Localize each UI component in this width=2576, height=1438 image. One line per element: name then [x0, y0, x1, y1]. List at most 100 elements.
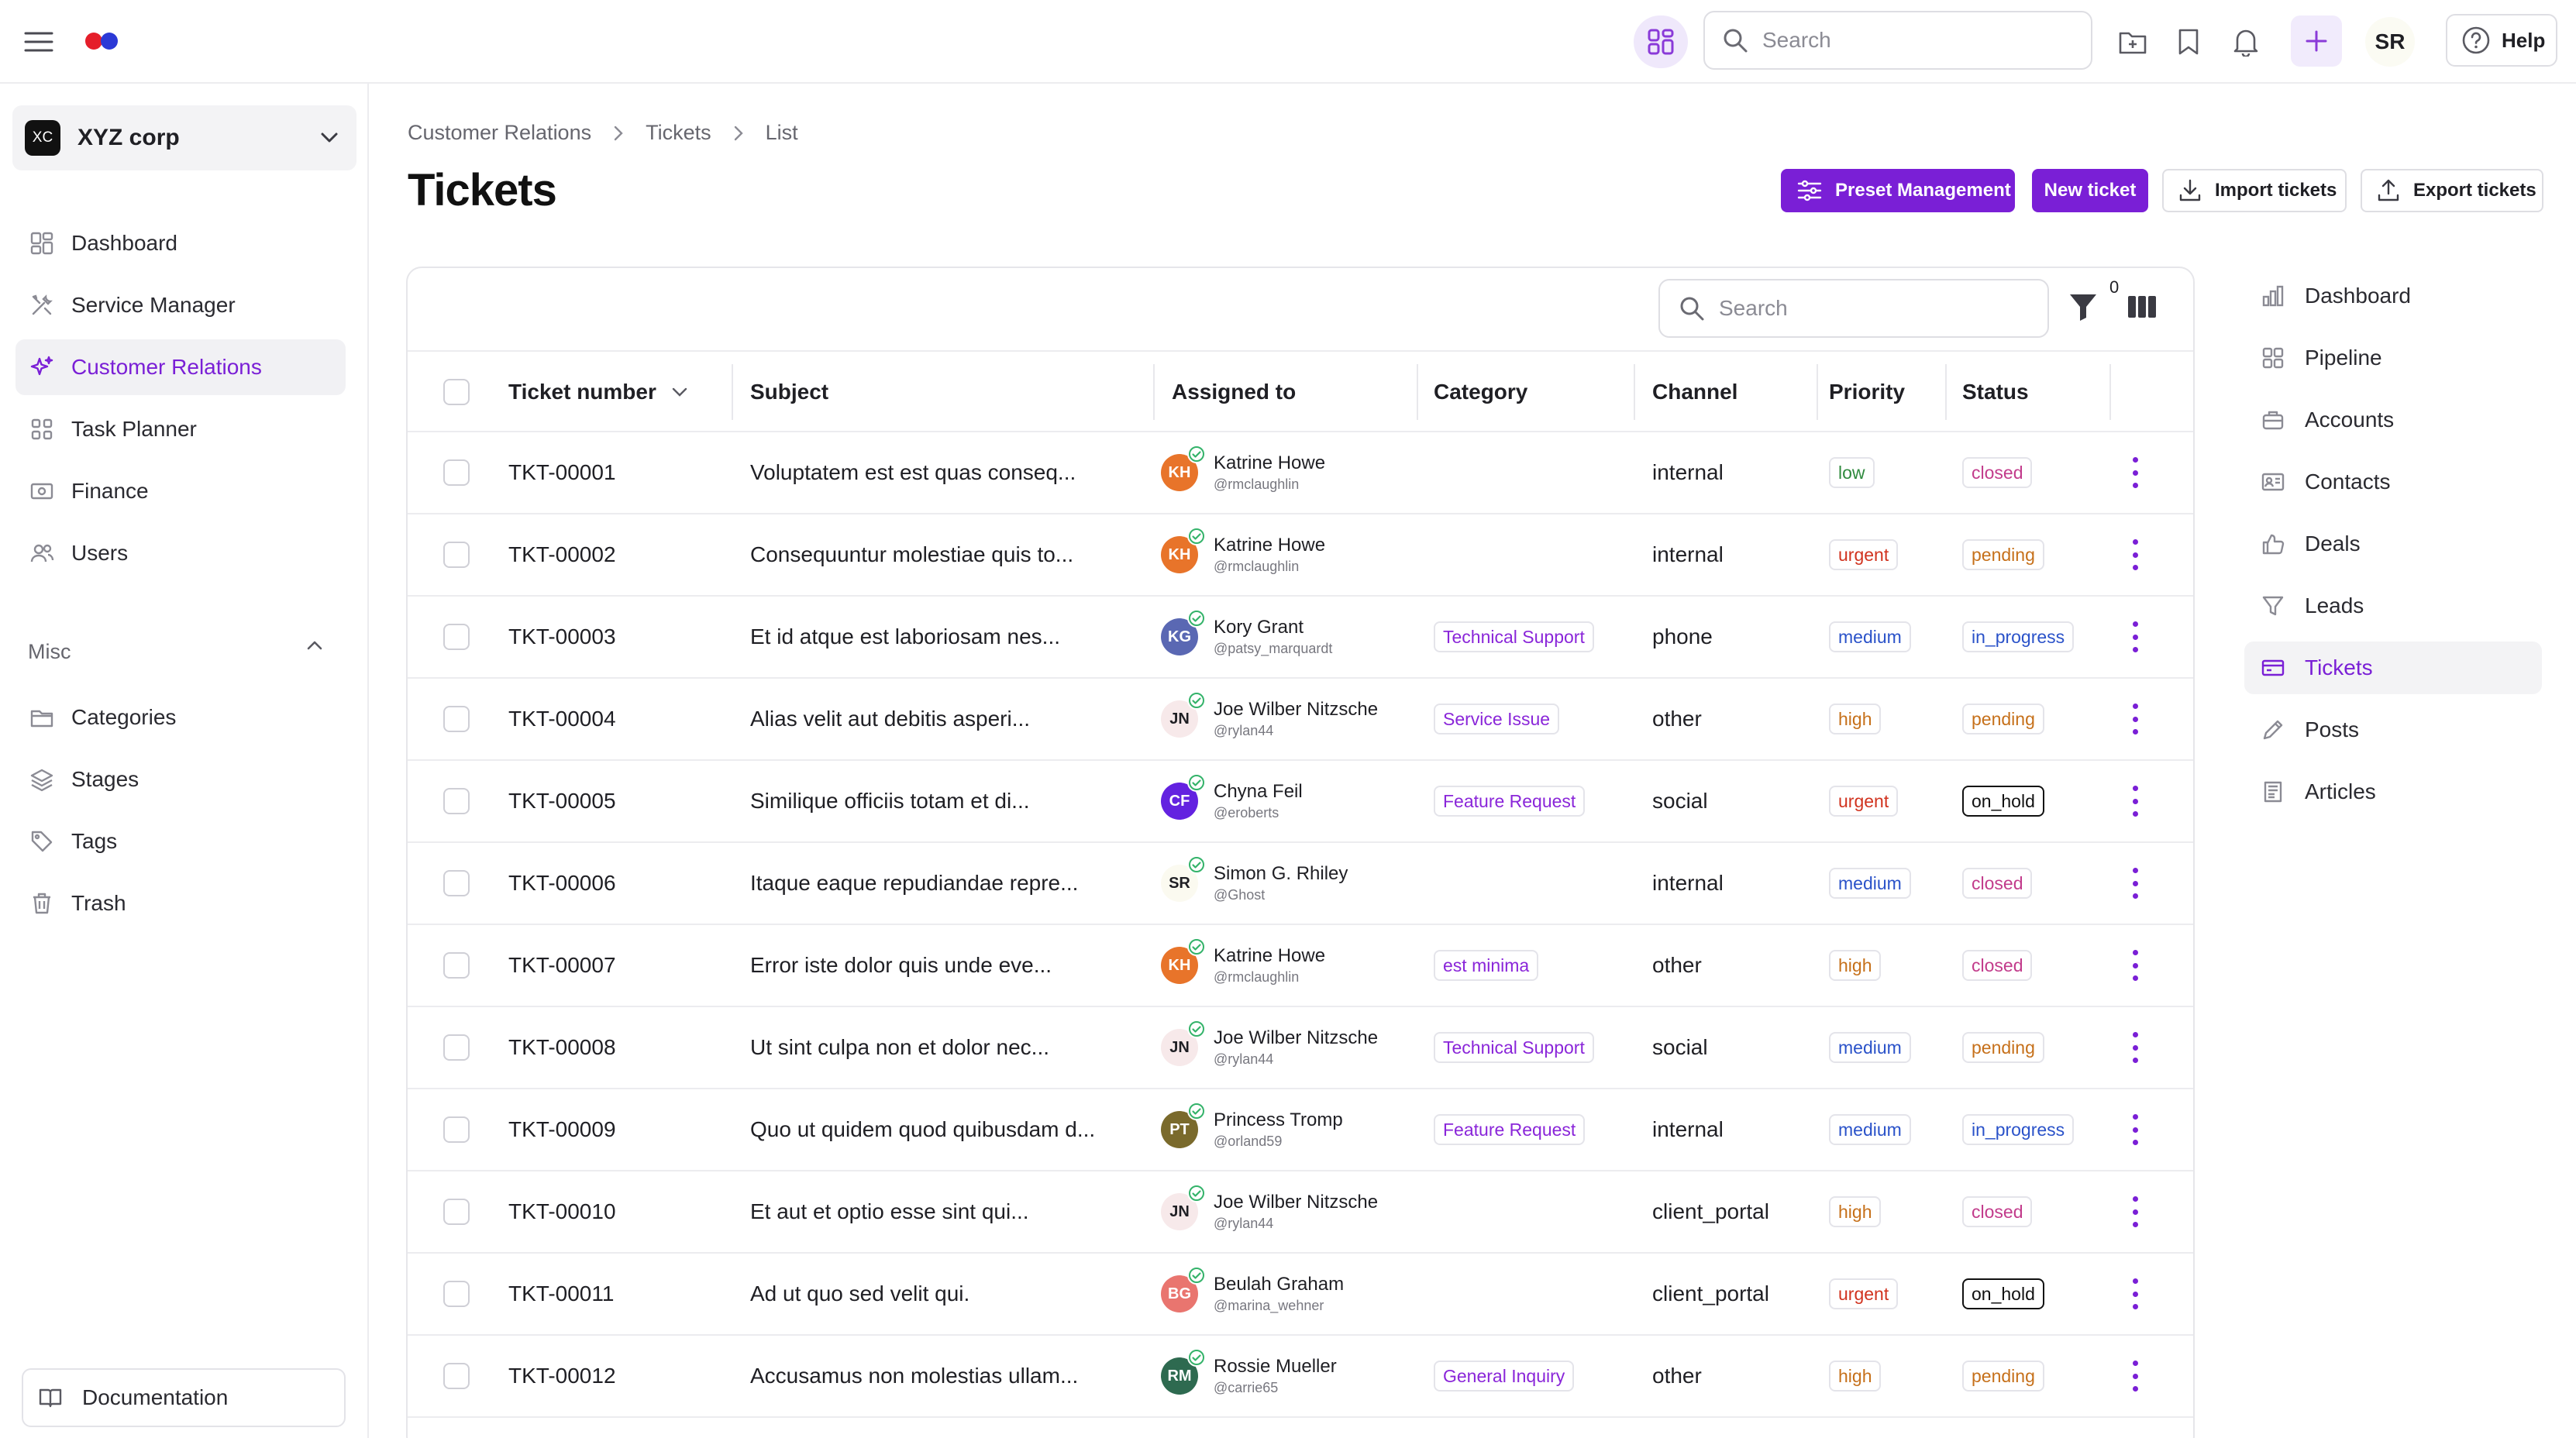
ticket-subject[interactable]: Alias velit aut debitis asperi... [750, 707, 1031, 731]
sidebar-item-stages[interactable]: Stages [15, 752, 346, 807]
ticket-number[interactable]: TKT-00007 [508, 953, 616, 977]
row-checkbox[interactable] [443, 1254, 470, 1334]
select-all-checkbox[interactable] [443, 352, 470, 432]
table-row[interactable]: TKT-00003 Et id atque est laboriosam nes.… [408, 597, 2193, 679]
assignee[interactable]: BG Beulah Graham @marina_wehner [1161, 1254, 1344, 1334]
category-tag[interactable]: Feature Request [1434, 1114, 1586, 1145]
apps-grid-icon[interactable] [1634, 15, 1688, 68]
ticket-number[interactable]: TKT-00011 [508, 1281, 615, 1306]
column-header-status[interactable]: Status [1962, 380, 2029, 404]
sidebar-item-trash[interactable]: Trash [15, 876, 346, 931]
row-actions[interactable] [2131, 1171, 2139, 1252]
subnav-item-accounts[interactable]: Accounts [2244, 394, 2542, 446]
table-row[interactable]: TKT-00007 Error iste dolor quis unde eve.… [408, 925, 2193, 1007]
row-checkbox[interactable] [443, 1007, 470, 1088]
filter-icon[interactable] [2068, 288, 2102, 325]
ticket-subject[interactable]: Ut sint culpa non et dolor nec... [750, 1035, 1049, 1059]
table-row[interactable]: TKT-00006 Itaque eaque repudiandae repre.… [408, 843, 2193, 925]
column-header-category[interactable]: Category [1434, 380, 1528, 404]
sidebar-item-categories[interactable]: Categories [15, 690, 346, 745]
table-row[interactable]: TKT-00004 Alias velit aut debitis asperi.… [408, 679, 2193, 761]
category-tag[interactable]: Service Issue [1434, 704, 1560, 734]
category-tag[interactable]: General Inquiry [1434, 1361, 1575, 1392]
table-row[interactable]: TKT-00001 Voluptatem est est quas conseq.… [408, 432, 2193, 514]
row-actions[interactable] [2131, 1336, 2139, 1416]
export-tickets-button[interactable]: Export tickets [2361, 169, 2543, 212]
folder-icon[interactable] [2114, 23, 2151, 60]
help-button[interactable]: Help [2446, 14, 2557, 67]
assignee[interactable]: SR Simon G. Rhiley @Ghost [1161, 843, 1348, 924]
menu-icon[interactable] [23, 29, 54, 54]
ticket-number[interactable]: TKT-00002 [508, 542, 616, 566]
misc-section-heading[interactable]: Misc [28, 640, 71, 663]
row-checkbox[interactable] [443, 432, 470, 513]
table-row[interactable]: TKT-00012 Accusamus non molestias ullam..… [408, 1336, 2193, 1418]
row-actions[interactable] [2131, 597, 2139, 677]
column-header-subject[interactable]: Subject [750, 380, 829, 404]
ticket-number[interactable]: TKT-00012 [508, 1364, 616, 1388]
column-header-ticket-number[interactable]: Ticket number [508, 352, 689, 432]
ticket-number[interactable]: TKT-00004 [508, 707, 616, 731]
subnav-item-dashboard[interactable]: Dashboard [2244, 270, 2542, 322]
category-tag[interactable]: Technical Support [1434, 621, 1594, 652]
assignee[interactable]: JN Joe Wilber Nitzsche @rylan44 [1161, 1171, 1378, 1252]
category-tag[interactable]: Feature Request [1434, 786, 1586, 817]
row-checkbox[interactable] [443, 925, 470, 1006]
app-logo[interactable] [85, 33, 124, 50]
table-row[interactable]: TKT-00008 Ut sint culpa non et dolor nec.… [408, 1007, 2193, 1089]
table-search[interactable] [1658, 279, 2049, 338]
sidebar-item-task-planner[interactable]: Task Planner [15, 401, 346, 457]
ticket-number[interactable]: TKT-00005 [508, 789, 616, 813]
assignee[interactable]: KG Kory Grant @patsy_marquardt [1161, 597, 1332, 677]
breadcrumb-item[interactable]: Customer Relations [408, 121, 592, 144]
ticket-subject[interactable]: Ad ut quo sed velit qui. [750, 1281, 970, 1306]
row-actions[interactable] [2131, 1089, 2139, 1170]
breadcrumb-item[interactable]: Tickets [646, 121, 711, 144]
ticket-subject[interactable]: Et id atque est laboriosam nes... [750, 624, 1060, 648]
row-checkbox[interactable] [443, 843, 470, 924]
org-switcher[interactable]: XC XYZ corp [12, 105, 356, 170]
subnav-item-contacts[interactable]: Contacts [2244, 456, 2542, 508]
row-actions[interactable] [2131, 432, 2139, 513]
add-button[interactable] [2291, 15, 2342, 67]
ticket-number[interactable]: TKT-00001 [508, 460, 616, 484]
documentation-button[interactable]: Documentation [22, 1368, 346, 1427]
ticket-subject[interactable]: Quo ut quidem quod quibusdam d... [750, 1117, 1096, 1141]
sidebar-item-users[interactable]: Users [15, 525, 346, 581]
subnav-item-pipeline[interactable]: Pipeline [2244, 332, 2542, 384]
ticket-subject[interactable]: Et aut et optio esse sint qui... [750, 1199, 1029, 1223]
ticket-subject[interactable]: Accusamus non molestias ullam... [750, 1364, 1079, 1388]
table-row[interactable]: TKT-00002 Consequuntur molestiae quis to.… [408, 514, 2193, 597]
ticket-subject[interactable]: Itaque eaque repudiandae repre... [750, 871, 1079, 895]
subnav-item-deals[interactable]: Deals [2244, 518, 2542, 570]
import-tickets-button[interactable]: Import tickets [2162, 169, 2347, 212]
table-row[interactable]: TKT-00010 Et aut et optio esse sint qui..… [408, 1171, 2193, 1254]
row-actions[interactable] [2131, 925, 2139, 1006]
global-search-input[interactable] [1762, 28, 2057, 53]
row-actions[interactable] [2131, 514, 2139, 595]
subnav-item-articles[interactable]: Articles [2244, 765, 2542, 818]
bookmark-icon[interactable] [2170, 23, 2207, 60]
ticket-number[interactable]: TKT-00006 [508, 871, 616, 895]
bell-icon[interactable] [2227, 23, 2264, 60]
assignee[interactable]: KH Katrine Howe @rmclaughlin [1161, 432, 1325, 513]
ticket-number[interactable]: TKT-00008 [508, 1035, 616, 1059]
subnav-item-posts[interactable]: Posts [2244, 704, 2542, 756]
category-tag[interactable]: est minima [1434, 950, 1539, 981]
column-header-priority[interactable]: Priority [1829, 380, 1906, 404]
row-checkbox[interactable] [443, 514, 470, 595]
ticket-subject[interactable]: Consequuntur molestiae quis to... [750, 542, 1074, 566]
global-search[interactable] [1703, 11, 2092, 70]
chevron-up-icon[interactable] [305, 638, 324, 652]
sidebar-item-finance[interactable]: Finance [15, 463, 346, 519]
table-search-input[interactable] [1719, 296, 2013, 321]
row-actions[interactable] [2131, 1254, 2139, 1334]
sidebar-item-tags[interactable]: Tags [15, 814, 346, 869]
assignee[interactable]: KH Katrine Howe @rmclaughlin [1161, 514, 1325, 595]
subnav-item-tickets[interactable]: Tickets [2244, 642, 2542, 694]
ticket-number[interactable]: TKT-00003 [508, 624, 616, 648]
table-row[interactable]: TKT-00005 Similique officiis totam et di.… [408, 761, 2193, 843]
new-ticket-button[interactable]: New ticket [2032, 169, 2148, 212]
row-checkbox[interactable] [443, 1336, 470, 1416]
assignee[interactable]: JN Joe Wilber Nitzsche @rylan44 [1161, 1007, 1378, 1088]
